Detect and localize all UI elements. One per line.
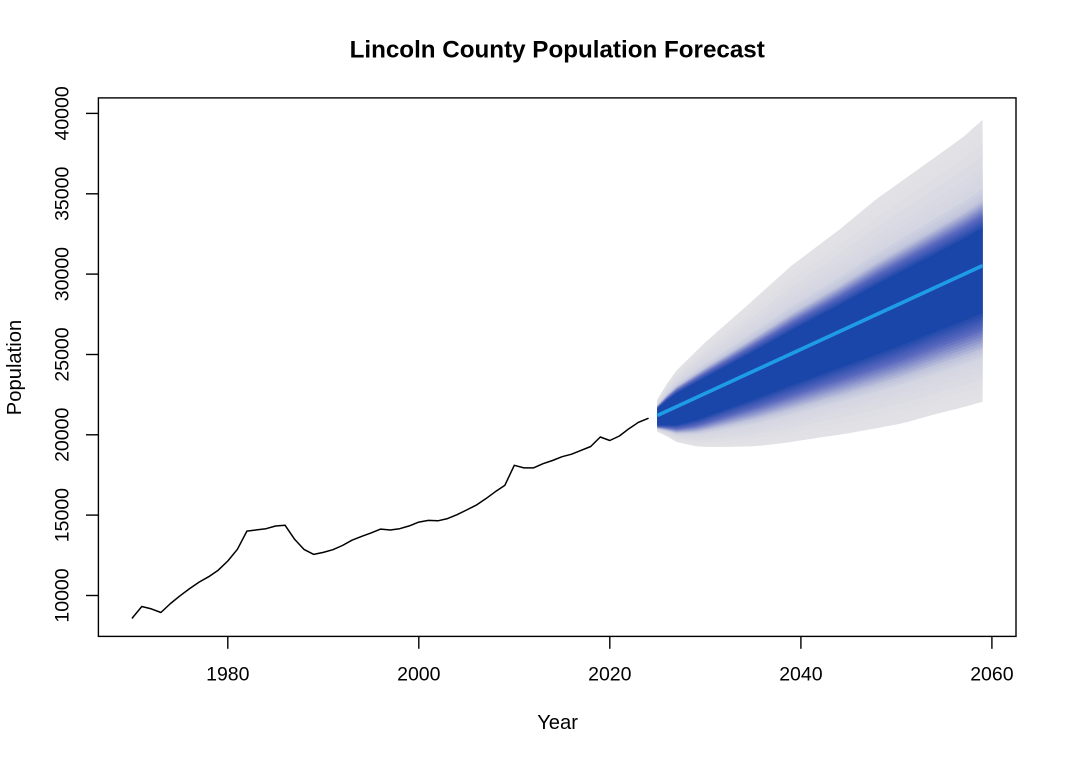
- svg-text:2060: 2060: [970, 664, 1014, 686]
- svg-text:15000: 15000: [51, 488, 73, 542]
- svg-text:30000: 30000: [51, 247, 73, 301]
- svg-text:2000: 2000: [397, 664, 441, 686]
- svg-text:35000: 35000: [51, 167, 73, 221]
- svg-text:40000: 40000: [51, 86, 73, 140]
- svg-text:10000: 10000: [51, 568, 73, 622]
- svg-text:Year: Year: [537, 712, 578, 734]
- svg-text:2020: 2020: [588, 664, 632, 686]
- svg-text:1980: 1980: [206, 664, 250, 686]
- svg-text:Population: Population: [4, 320, 26, 415]
- svg-text:25000: 25000: [51, 327, 73, 381]
- svg-text:2040: 2040: [779, 664, 823, 686]
- svg-text:20000: 20000: [51, 408, 73, 462]
- svg-text:Lincoln County Population Fore: Lincoln County Population Forecast: [350, 36, 765, 63]
